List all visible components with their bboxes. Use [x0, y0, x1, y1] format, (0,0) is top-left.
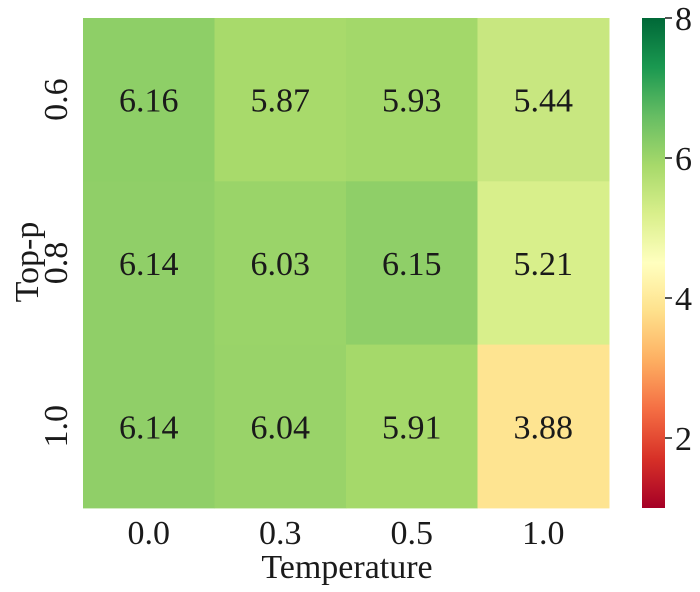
cell-value-labels: 6.16 5.87 5.93 5.44 6.14 6.03 6.15 5.21 6.14 6.04…	[119, 83, 573, 447]
heatmap-cell	[346, 344, 478, 509]
colorbar-gradient	[642, 18, 665, 508]
heatmap-cell	[214, 181, 347, 346]
cell-value-label: 5.91	[382, 409, 442, 446]
cell-value-label: 5.21	[514, 246, 574, 283]
colorbar-tick-label: 4	[675, 281, 692, 318]
cell-value-label: 6.16	[119, 83, 179, 120]
x-tick-label: 1.0	[522, 515, 565, 552]
y-tick-label: 1.0	[38, 405, 75, 448]
x-tick-label: 0.0	[128, 515, 171, 552]
x-tick-label: 0.3	[259, 515, 302, 552]
cell-value-label: 6.15	[382, 246, 442, 283]
colorbar-tick-label: 2	[675, 421, 692, 458]
x-axis-label: Temperature	[261, 549, 432, 586]
colorbar-tick-label: 8	[675, 1, 692, 38]
y-axis-label: Top-p	[9, 222, 46, 303]
cell-value-label: 6.14	[119, 409, 179, 446]
heatmap-cell	[83, 344, 215, 509]
cell-value-label: 5.87	[251, 83, 311, 120]
heatmap-cell	[477, 344, 610, 509]
cell-value-label: 5.93	[382, 83, 442, 120]
heatmap-cell	[346, 181, 478, 346]
heatmap-cell	[83, 181, 215, 346]
heatmap-cell	[477, 181, 610, 346]
y-tick-label: 0.6	[38, 78, 75, 121]
heatmap-cell	[214, 18, 347, 182]
colorbar-ticks: 2 4 6 8	[665, 1, 692, 458]
heatmap-cells	[83, 18, 610, 509]
colorbar-tick-label: 6	[675, 141, 692, 178]
heatmap-cell	[214, 344, 347, 509]
y-axis-ticks: 0.6 0.8 1.0	[38, 78, 75, 447]
cell-value-label: 3.88	[514, 409, 574, 446]
x-axis-ticks: 0.0 0.3 0.5 1.0	[128, 515, 565, 552]
heatmap-cell	[477, 18, 610, 182]
cell-value-label: 6.04	[251, 409, 311, 446]
y-tick-label: 0.8	[38, 242, 75, 285]
cell-value-label: 6.03	[251, 246, 311, 283]
cell-value-label: 6.14	[119, 246, 179, 283]
heatmap-cell	[83, 18, 215, 182]
cell-value-label: 5.44	[514, 83, 574, 120]
heatmap-cell	[346, 18, 478, 182]
x-tick-label: 0.5	[391, 515, 434, 552]
colorbar: 2 4 6 8	[642, 1, 692, 508]
